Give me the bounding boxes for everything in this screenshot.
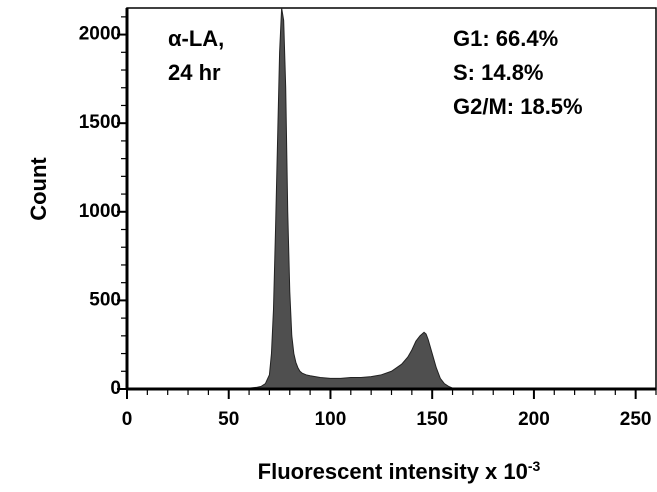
x-tick-label: 250 [620, 409, 652, 430]
x-axis-title-exponent: -3 [528, 458, 541, 474]
sample-label-line-1: α-LA, [168, 26, 224, 51]
x-axis-title: Fluorescent intensity x 10-3 [258, 458, 541, 484]
x-tick-label: 100 [315, 409, 347, 430]
annotations: α-LA, 24 hr G1: 66.4% S: 14.8% G2/M: 18.… [168, 26, 583, 119]
x-tick-label: 0 [122, 409, 133, 430]
x-axis-title-main: Fluorescent intensity x 10 [258, 459, 528, 484]
y-tick-label: 500 [89, 289, 121, 310]
histogram-area [228, 7, 484, 390]
ticks: 0 50 100 150 200 250 0 500 1000 1500 2000 [79, 16, 657, 430]
x-tick-label: 50 [218, 409, 239, 430]
histogram-series [228, 7, 484, 390]
x-tick-label: 150 [416, 409, 448, 430]
y-tick-label: 1500 [79, 112, 121, 133]
phase-s-label: S: 14.8% [453, 60, 544, 85]
sample-label-line-2: 24 hr [168, 60, 221, 85]
phase-g2m-label: G2/M: 18.5% [453, 94, 583, 119]
y-tick-label: 0 [110, 378, 121, 399]
y-axis-title: Count [26, 157, 51, 221]
phase-g1-label: G1: 66.4% [453, 26, 558, 51]
x-tick-label: 200 [518, 409, 550, 430]
y-tick-label: 1000 [79, 201, 121, 222]
y-tick-label: 2000 [79, 24, 121, 45]
